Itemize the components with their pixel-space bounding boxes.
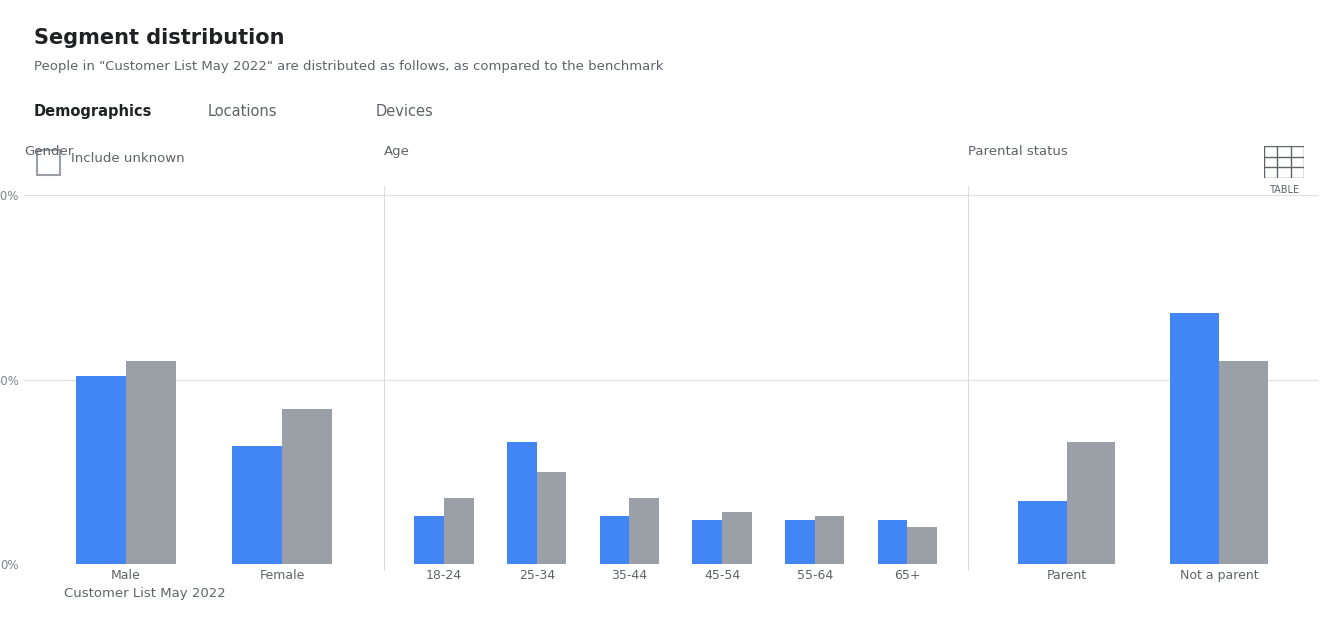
Bar xyxy=(507,442,537,564)
Bar xyxy=(785,520,815,564)
FancyBboxPatch shape xyxy=(7,3,1335,627)
Bar xyxy=(75,376,126,564)
Bar xyxy=(629,498,659,564)
Text: Segment distribution: Segment distribution xyxy=(34,28,285,49)
Text: TABLE: TABLE xyxy=(1270,185,1299,195)
Text: Parental status: Parental status xyxy=(968,146,1067,158)
Bar xyxy=(907,527,937,564)
Text: Gender: Gender xyxy=(24,146,74,158)
Bar xyxy=(232,446,282,564)
Text: Age: Age xyxy=(384,146,409,158)
Bar xyxy=(444,498,474,564)
Bar xyxy=(1067,442,1115,564)
Bar xyxy=(126,361,176,564)
Text: Include unknown: Include unknown xyxy=(71,152,185,165)
Text: Customer List May 2022: Customer List May 2022 xyxy=(64,587,227,600)
Text: Locations: Locations xyxy=(208,104,278,119)
Bar xyxy=(1170,313,1219,564)
Bar xyxy=(692,520,722,564)
Bar xyxy=(878,520,907,564)
Bar xyxy=(282,409,333,564)
Bar xyxy=(415,516,444,564)
Bar xyxy=(815,516,844,564)
Text: People in "Customer List May 2022" are distributed as follows, as compared to th: People in "Customer List May 2022" are d… xyxy=(34,60,663,73)
Text: Devices: Devices xyxy=(376,104,433,119)
Bar xyxy=(36,151,60,175)
Bar xyxy=(537,472,566,564)
Bar xyxy=(600,516,629,564)
Bar xyxy=(1017,501,1067,564)
Bar xyxy=(722,512,752,564)
Text: Demographics: Demographics xyxy=(34,104,152,119)
Bar xyxy=(1219,361,1268,564)
